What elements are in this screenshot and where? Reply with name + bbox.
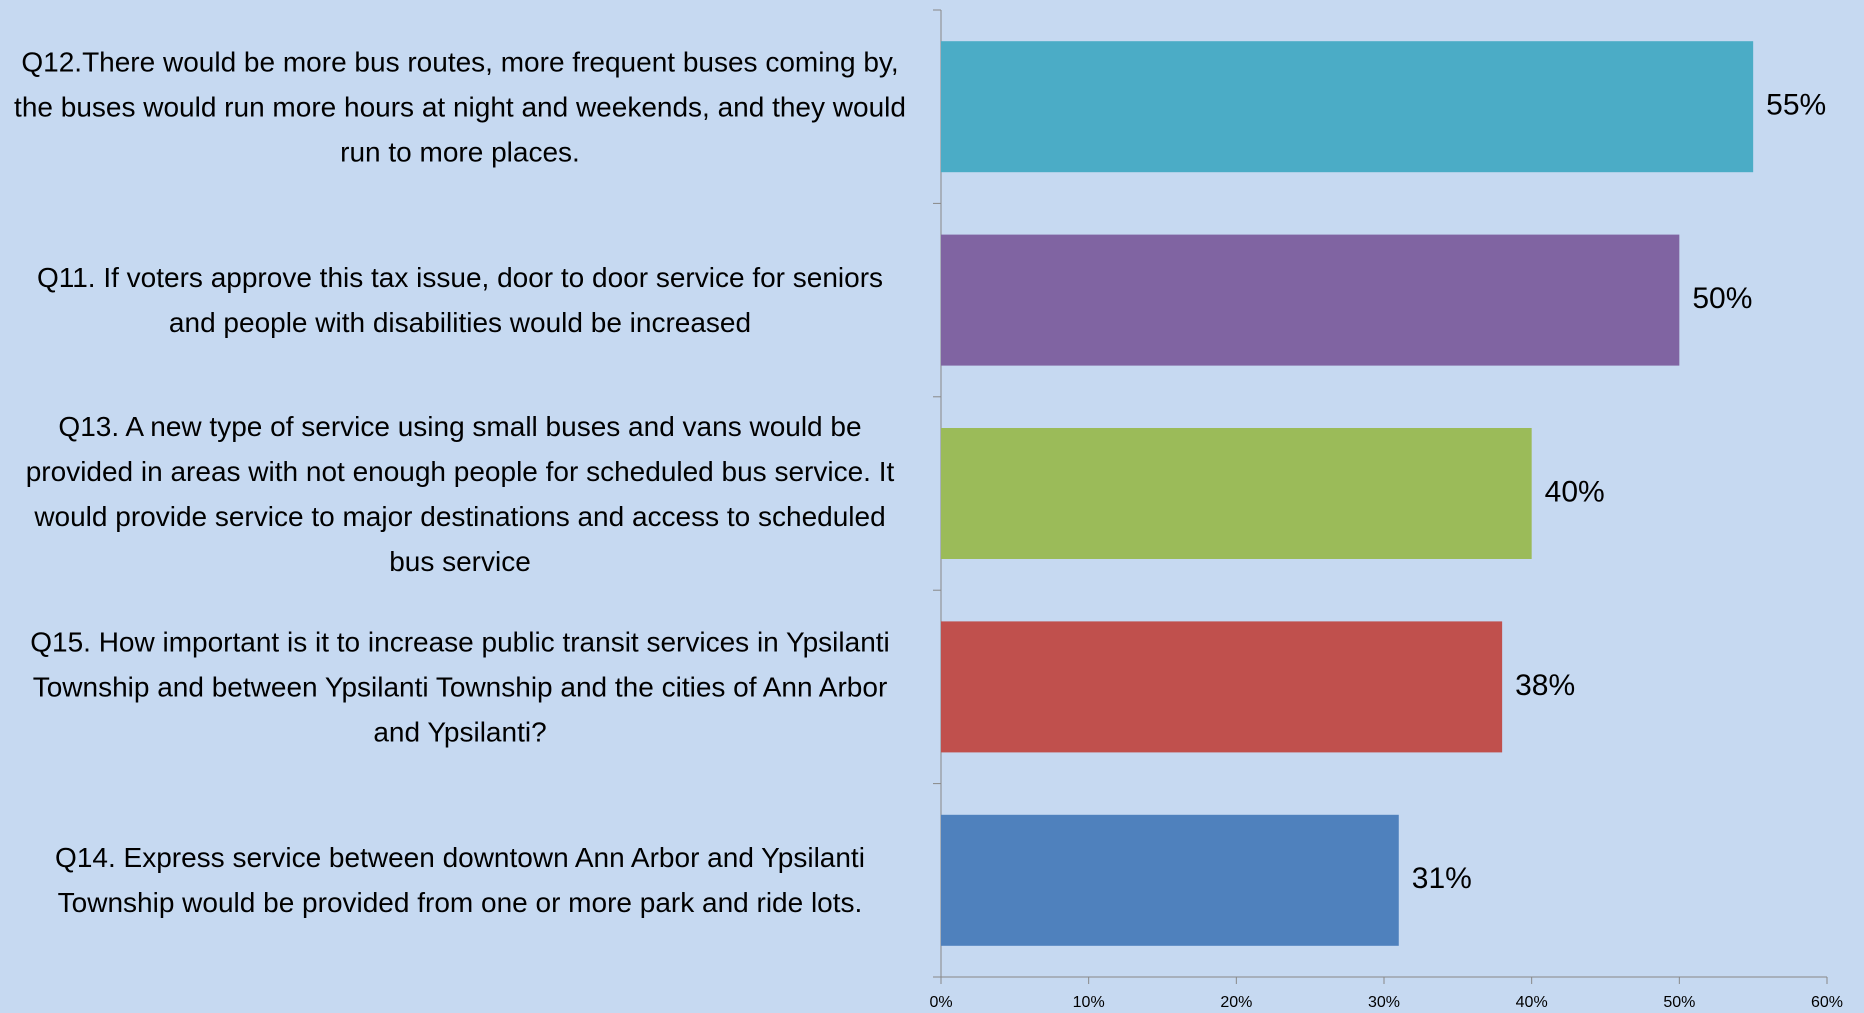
x-tick-label: 50% <box>1663 994 1695 1011</box>
category-label: Q15. How important is it to increase pub… <box>30 626 890 748</box>
value-label: 55% <box>1766 89 1826 122</box>
x-tick-label: 20% <box>1220 994 1252 1011</box>
x-tick-label: 0% <box>929 994 952 1011</box>
category-label: Q13. A new type of service using small b… <box>25 410 895 577</box>
bar <box>941 428 1532 559</box>
bar <box>941 41 1754 173</box>
value-label: 38% <box>1515 669 1575 702</box>
value-label: 31% <box>1412 862 1472 895</box>
category-label: Q11. If voters approve this tax issue, d… <box>36 262 884 339</box>
x-tick-label: 40% <box>1516 994 1548 1011</box>
category-label: Q14. Express service between downtown An… <box>55 842 865 919</box>
value-label: 40% <box>1545 475 1605 508</box>
bar <box>941 621 1503 753</box>
x-tick-label: 60% <box>1811 994 1843 1011</box>
x-tick-label: 10% <box>1073 994 1105 1011</box>
x-tick-label: 30% <box>1368 994 1400 1011</box>
bar <box>941 814 1399 946</box>
bar <box>941 234 1680 366</box>
value-label: 50% <box>1692 282 1752 315</box>
category-label: Q12.There would be more bus routes, more… <box>14 46 906 168</box>
